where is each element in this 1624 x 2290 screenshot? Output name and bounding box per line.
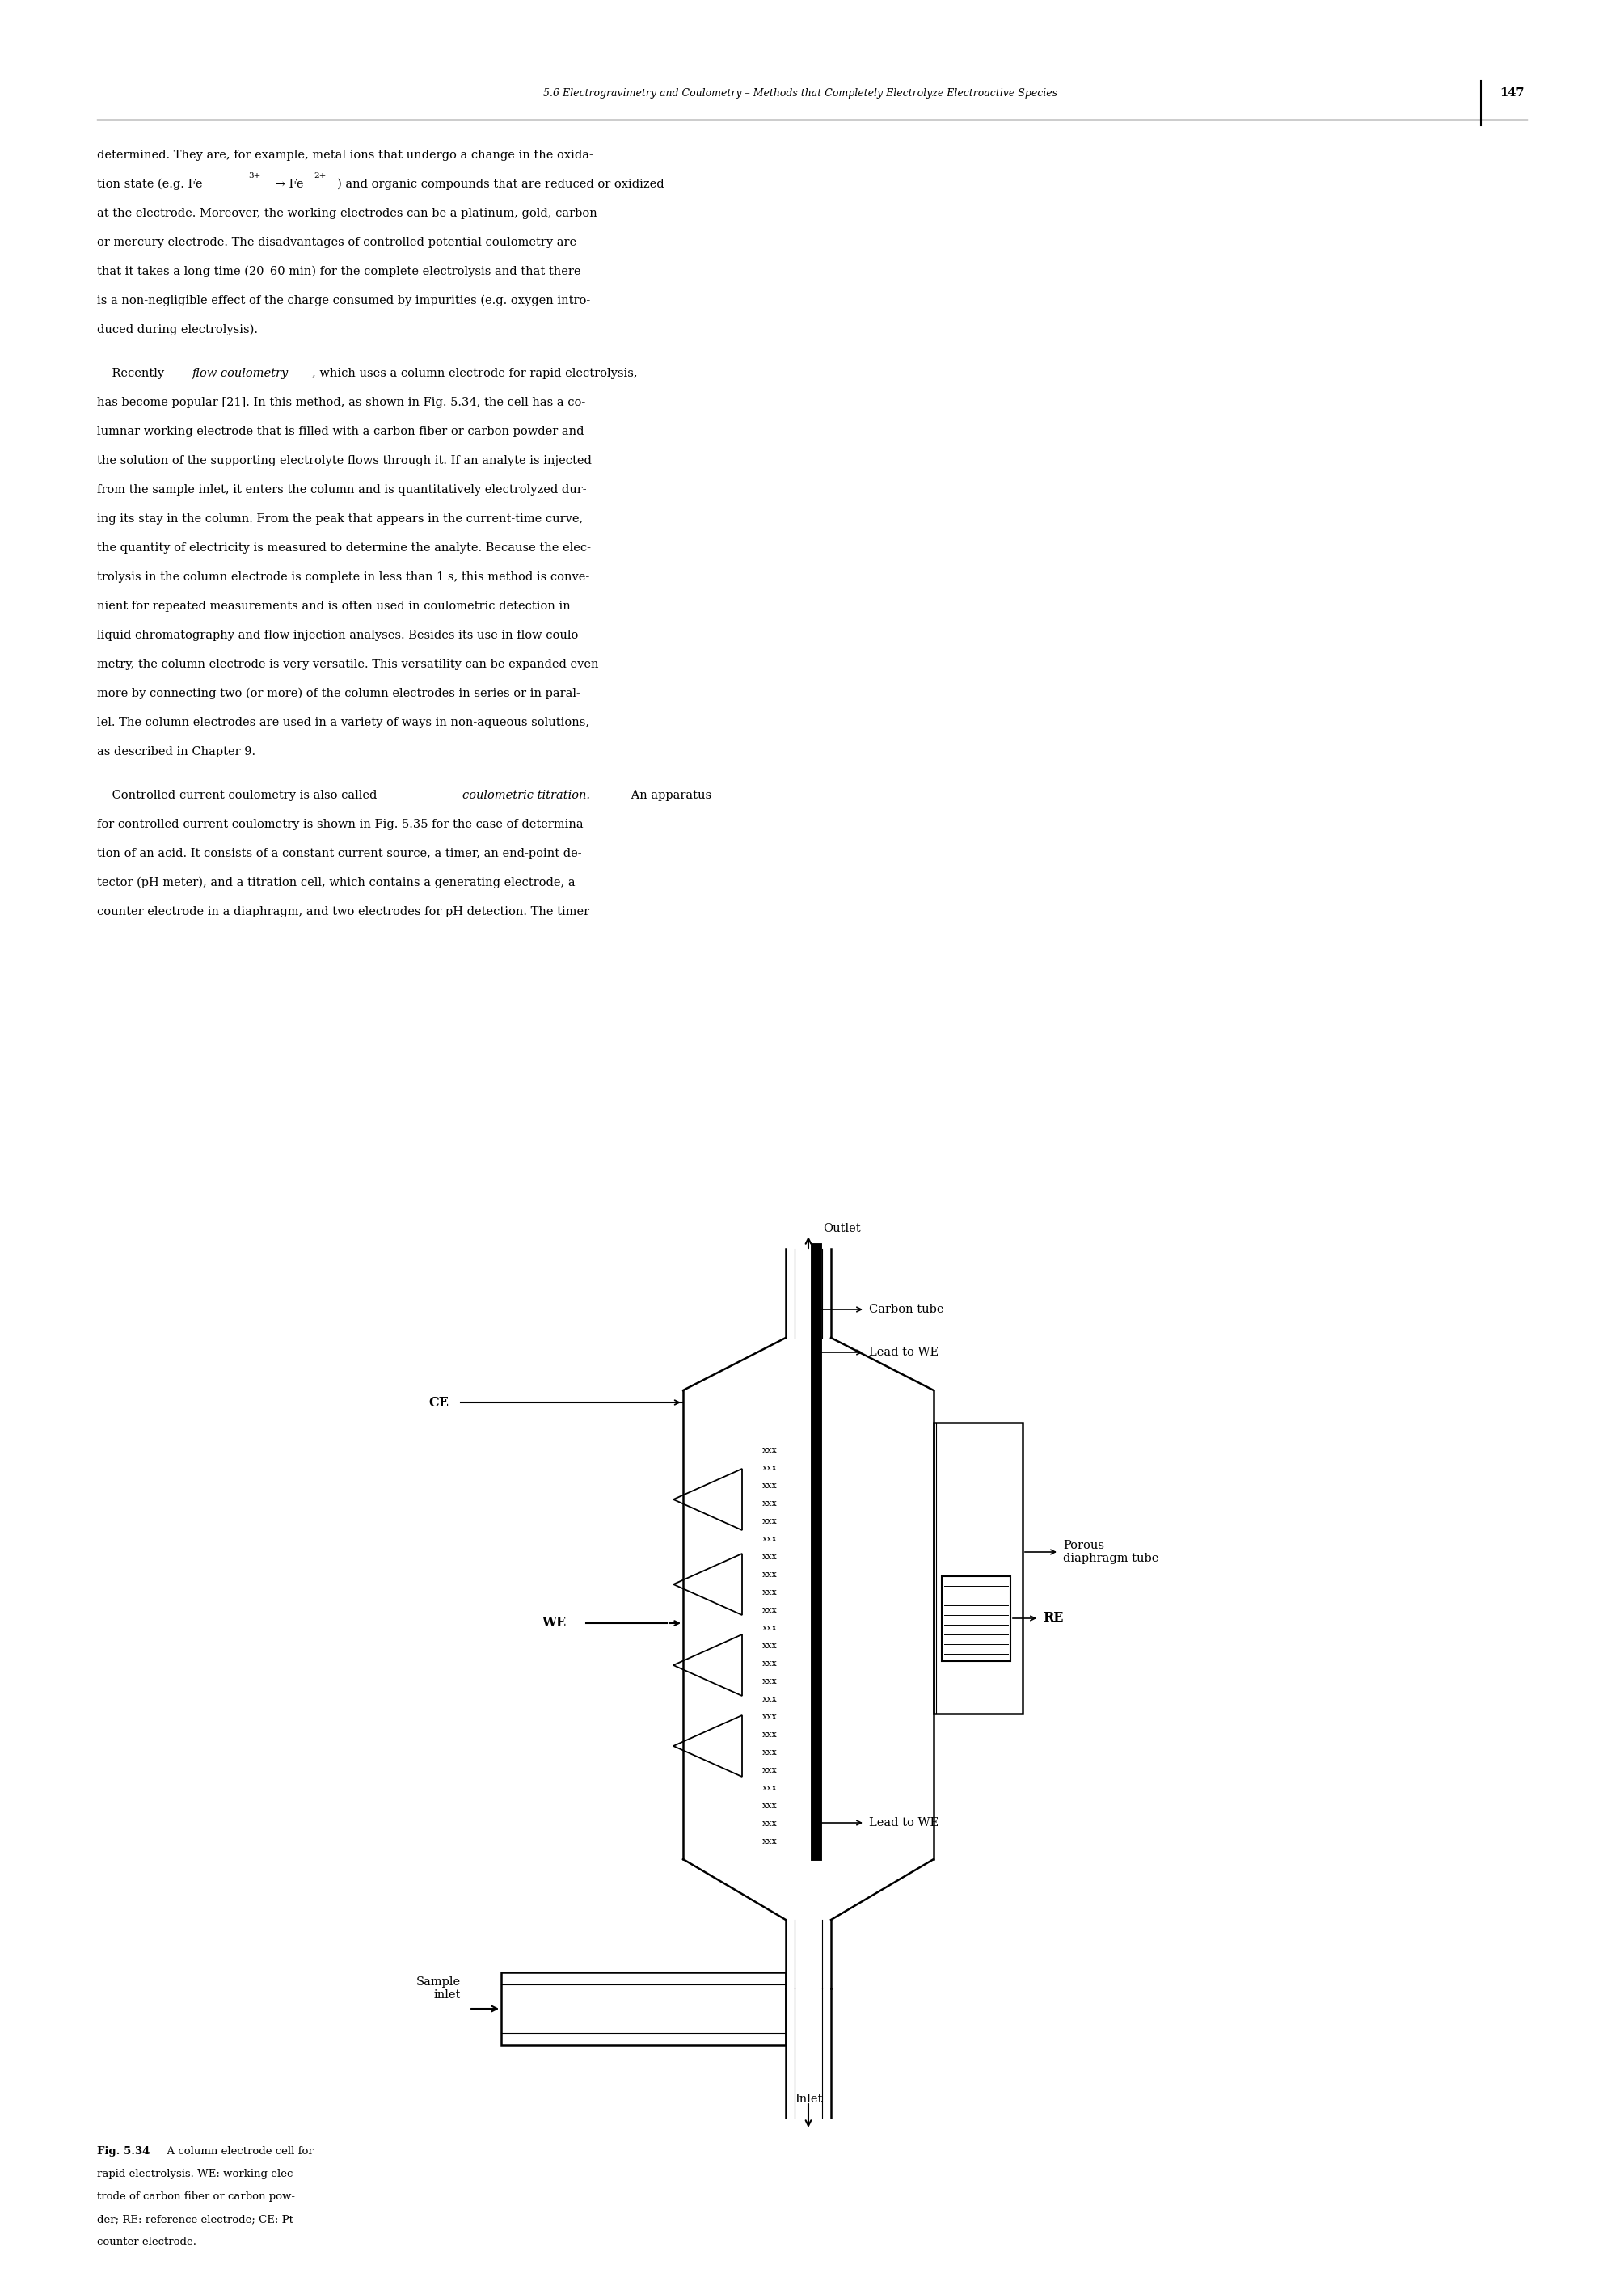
Text: Sample
inlet: Sample inlet — [416, 1976, 461, 2001]
Text: xxx: xxx — [762, 1676, 778, 1685]
Text: xxx: xxx — [762, 1784, 778, 1793]
Text: xxx: xxx — [762, 1642, 778, 1649]
Text: liquid chromatography and flow injection analyses. Besides its use in flow coulo: liquid chromatography and flow injection… — [97, 630, 583, 641]
Text: WE: WE — [541, 1617, 565, 1630]
Text: 5.6 Electrogravimetry and Coulometry – Methods that Completely Electrolyze Elect: 5.6 Electrogravimetry and Coulometry – M… — [542, 87, 1057, 98]
Text: Outlet: Outlet — [823, 1223, 861, 1234]
Bar — [502, 1972, 786, 2045]
Text: xxx: xxx — [762, 1534, 778, 1543]
Text: determined. They are, for example, metal ions that undergo a change in the oxida: determined. They are, for example, metal… — [97, 149, 593, 160]
Text: xxx: xxx — [762, 1821, 778, 1827]
Text: xxx: xxx — [762, 1766, 778, 1775]
Text: Carbon tube: Carbon tube — [869, 1303, 944, 1314]
Text: from the sample inlet, it enters the column and is quantitatively electrolyzed d: from the sample inlet, it enters the col… — [97, 483, 586, 495]
Text: ) and organic compounds that are reduced or oxidized: ) and organic compounds that are reduced… — [338, 179, 664, 190]
Text: xxx: xxx — [762, 1571, 778, 1578]
Bar — [942, 1576, 1010, 1660]
Text: Controlled-current coulometry is also called: Controlled-current coulometry is also ca… — [97, 790, 380, 801]
Text: has become popular [21]. In this method, as shown in Fig. 5.34, the cell has a c: has become popular [21]. In this method,… — [97, 396, 586, 408]
Text: CE: CE — [429, 1395, 448, 1408]
Text: xxx: xxx — [762, 1695, 778, 1704]
Bar — [934, 1422, 1023, 1713]
Text: xxx: xxx — [762, 1624, 778, 1633]
Text: xxx: xxx — [762, 1660, 778, 1667]
Text: xxx: xxx — [762, 1837, 778, 1846]
Text: 2+: 2+ — [313, 172, 326, 179]
Text: Fig. 5.34: Fig. 5.34 — [97, 2146, 149, 2157]
Text: xxx: xxx — [762, 1463, 778, 1472]
Text: xxx: xxx — [762, 1445, 778, 1454]
Text: der; RE: reference electrode; CE: Pt: der; RE: reference electrode; CE: Pt — [97, 2214, 294, 2224]
Text: RE: RE — [1043, 1612, 1064, 1626]
Text: 3+: 3+ — [248, 172, 260, 179]
Text: tector (pH meter), and a titration cell, which contains a generating electrode, : tector (pH meter), and a titration cell,… — [97, 877, 575, 889]
Text: xxx: xxx — [762, 1713, 778, 1722]
Text: A column electrode cell for: A column electrode cell for — [161, 2146, 313, 2157]
Text: lumnar working electrode that is filled with a carbon fiber or carbon powder and: lumnar working electrode that is filled … — [97, 426, 585, 437]
Text: ing its stay in the column. From the peak that appears in the current-time curve: ing its stay in the column. From the pea… — [97, 513, 583, 524]
Text: xxx: xxx — [762, 1482, 778, 1491]
Text: Lead to WE: Lead to WE — [869, 1818, 939, 1827]
Text: xxx: xxx — [762, 1518, 778, 1525]
Text: Inlet: Inlet — [794, 2093, 822, 2105]
Text: → Fe: → Fe — [271, 179, 304, 190]
Text: xxx: xxx — [762, 1500, 778, 1507]
Text: counter electrode.: counter electrode. — [97, 2237, 197, 2246]
Text: rapid electrolysis. WE: working elec-: rapid electrolysis. WE: working elec- — [97, 2169, 297, 2180]
Text: tion state (e.g. Fe: tion state (e.g. Fe — [97, 179, 203, 190]
Text: duced during electrolysis).: duced during electrolysis). — [97, 325, 258, 337]
Text: lel. The column electrodes are used in a variety of ways in non-aqueous solution: lel. The column electrodes are used in a… — [97, 717, 590, 728]
Text: as described in Chapter 9.: as described in Chapter 9. — [97, 747, 255, 758]
Text: nient for repeated measurements and is often used in coulometric detection in: nient for repeated measurements and is o… — [97, 600, 570, 611]
Text: , which uses a column electrode for rapid electrolysis,: , which uses a column electrode for rapi… — [312, 369, 638, 380]
Text: or mercury electrode. The disadvantages of controlled-potential coulometry are: or mercury electrode. The disadvantages … — [97, 236, 577, 247]
Text: xxx: xxx — [762, 1553, 778, 1562]
Text: at the electrode. Moreover, the working electrodes can be a platinum, gold, carb: at the electrode. Moreover, the working … — [97, 208, 598, 220]
Text: the solution of the supporting electrolyte flows through it. If an analyte is in: the solution of the supporting electroly… — [97, 456, 591, 467]
Text: is a non-negligible effect of the charge consumed by impurities (e.g. oxygen int: is a non-negligible effect of the charge… — [97, 295, 590, 307]
Text: flow coulometry: flow coulometry — [192, 369, 289, 380]
Text: An apparatus: An apparatus — [627, 790, 711, 801]
Text: xxx: xxx — [762, 1802, 778, 1809]
Text: xxx: xxx — [762, 1589, 778, 1596]
Text: more by connecting two (or more) of the column electrodes in series or in paral-: more by connecting two (or more) of the … — [97, 687, 580, 698]
Text: Porous
diaphragm tube: Porous diaphragm tube — [1064, 1539, 1158, 1564]
Text: xxx: xxx — [762, 1750, 778, 1756]
Text: xxx: xxx — [762, 1731, 778, 1738]
Text: metry, the column electrode is very versatile. This versatility can be expanded : metry, the column electrode is very vers… — [97, 660, 599, 671]
Text: 147: 147 — [1499, 87, 1525, 98]
Text: trode of carbon fiber or carbon pow-: trode of carbon fiber or carbon pow- — [97, 2192, 296, 2203]
Text: counter electrode in a diaphragm, and two electrodes for pH detection. The timer: counter electrode in a diaphragm, and tw… — [97, 907, 590, 918]
Text: xxx: xxx — [762, 1605, 778, 1614]
Text: coulometric titration.: coulometric titration. — [463, 790, 590, 801]
Text: that it takes a long time (20–60 min) for the complete electrolysis and that the: that it takes a long time (20–60 min) fo… — [97, 266, 581, 277]
Text: Recently: Recently — [97, 369, 167, 380]
Text: for controlled-current coulometry is shown in Fig. 5.35 for the case of determin: for controlled-current coulometry is sho… — [97, 820, 588, 831]
Text: tion of an acid. It consists of a constant current source, a timer, an end-point: tion of an acid. It consists of a consta… — [97, 847, 581, 859]
Text: the quantity of electricity is measured to determine the analyte. Because the el: the quantity of electricity is measured … — [97, 543, 591, 554]
Text: trolysis in the column electrode is complete in less than 1 s, this method is co: trolysis in the column electrode is comp… — [97, 572, 590, 584]
Text: Lead to WE: Lead to WE — [869, 1347, 939, 1358]
